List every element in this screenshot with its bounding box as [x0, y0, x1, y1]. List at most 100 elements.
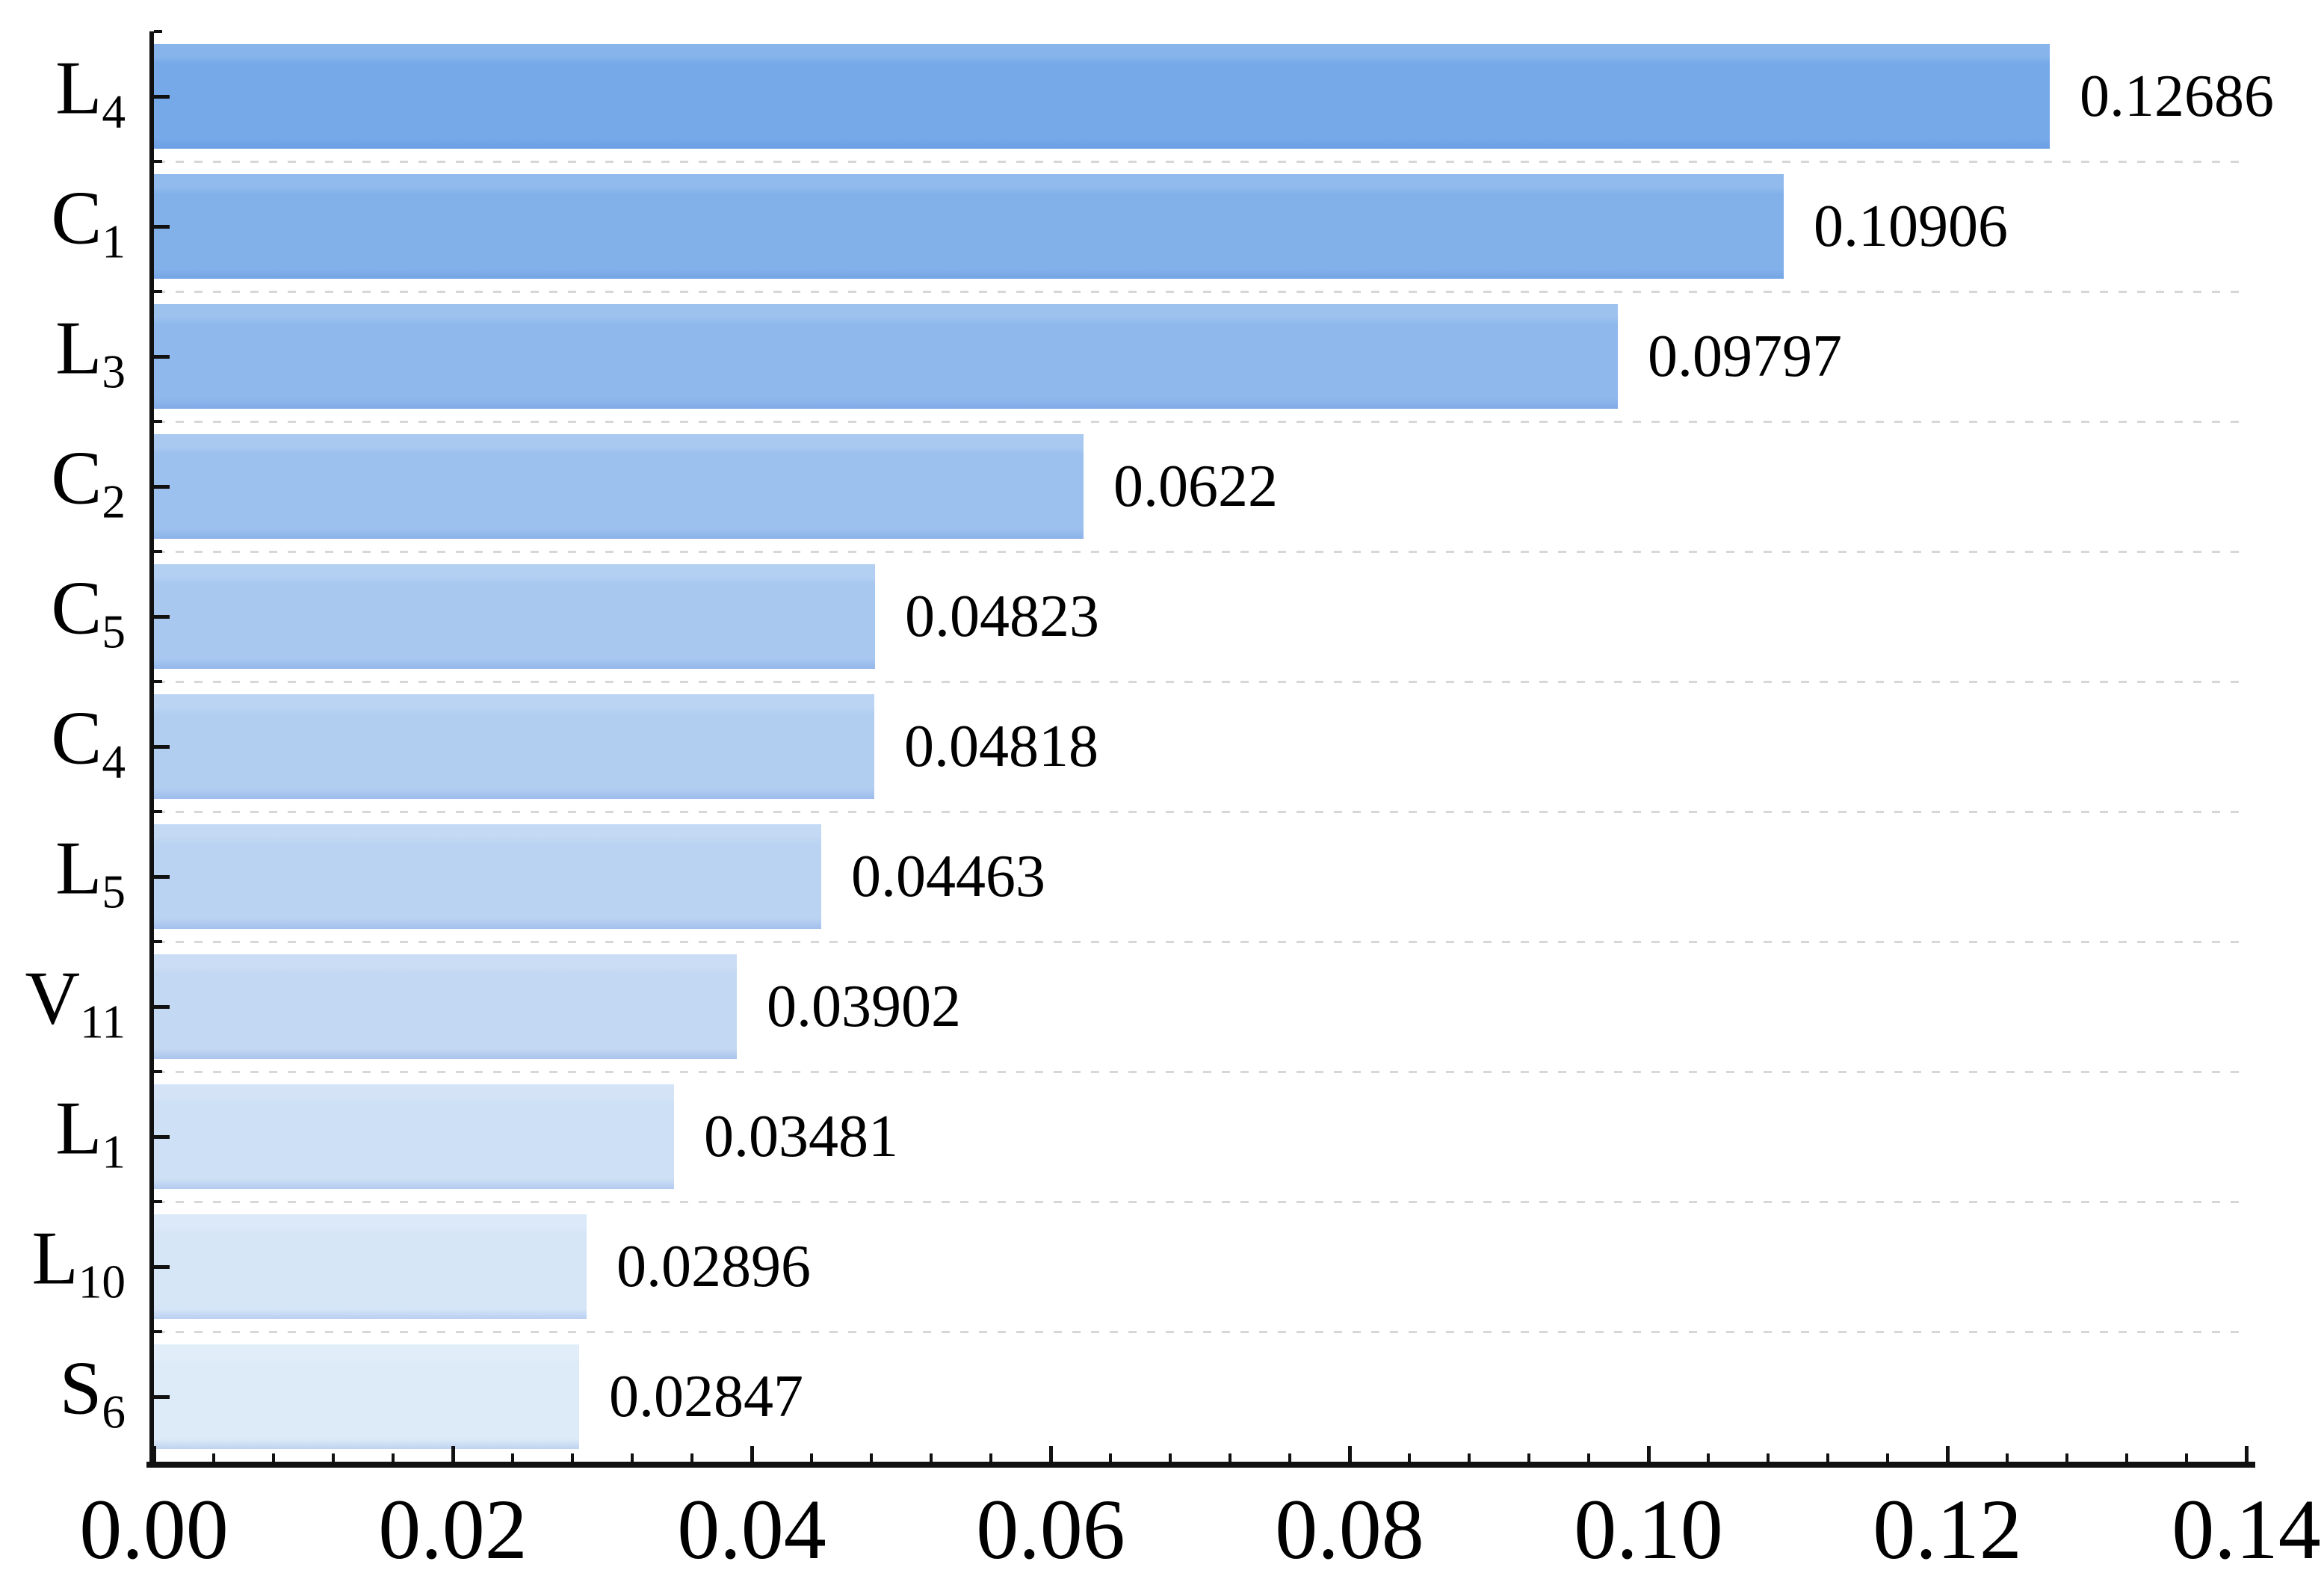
x-minor-tick: [1527, 1453, 1530, 1462]
y-major-tick: [154, 1005, 170, 1009]
bar: [154, 1214, 587, 1319]
category-label-base: L: [55, 826, 102, 911]
y-minor-tick: [154, 810, 162, 813]
category-label: C1: [0, 180, 126, 265]
x-minor-tick: [1169, 1453, 1172, 1462]
y-minor-tick: [154, 160, 162, 163]
x-minor-tick: [392, 1453, 395, 1462]
y-minor-tick: [154, 680, 162, 683]
x-major-tick: [1647, 1446, 1651, 1462]
x-minor-tick: [1886, 1453, 1889, 1462]
x-tick-label: 0.00: [79, 1482, 229, 1577]
y-major-tick: [154, 95, 170, 99]
x-minor-tick: [2125, 1453, 2128, 1462]
x-major-tick: [2245, 1446, 2249, 1462]
x-minor-tick: [212, 1453, 215, 1462]
x-minor-tick: [571, 1453, 574, 1462]
y-major-tick: [154, 745, 170, 749]
gridline: [157, 1201, 2249, 1203]
category-label: L3: [0, 310, 126, 395]
y-major-tick: [154, 355, 170, 359]
x-tick-label: 0.14: [2172, 1482, 2321, 1577]
x-major-tick: [451, 1446, 455, 1462]
x-major-tick: [1348, 1446, 1352, 1462]
x-major-tick: [750, 1446, 754, 1462]
category-label-sub: 4: [102, 85, 126, 138]
x-minor-tick: [332, 1453, 335, 1462]
gridline: [157, 551, 2249, 553]
gridline: [157, 421, 2249, 423]
y-minor-tick: [154, 940, 162, 943]
x-minor-tick: [272, 1453, 275, 1462]
x-minor-tick: [1707, 1453, 1710, 1462]
category-label-sub: 6: [102, 1385, 126, 1439]
x-minor-tick: [810, 1453, 813, 1462]
x-tick-label: 0.08: [1275, 1482, 1424, 1577]
y-major-tick: [154, 875, 170, 879]
gridline: [157, 291, 2249, 293]
y-major-tick: [154, 1395, 170, 1399]
x-tick-label: 0.06: [976, 1482, 1125, 1577]
category-label-base: C: [51, 176, 102, 261]
y-minor-tick: [154, 1330, 162, 1333]
bar: [154, 44, 2050, 149]
gridline: [157, 1331, 2249, 1333]
bar-value-label: 0.03902: [767, 974, 961, 1039]
category-label-base: L: [55, 46, 102, 131]
bar-value-label: 0.12686: [2080, 64, 2274, 129]
bar: [154, 694, 874, 799]
y-minor-tick: [154, 550, 162, 553]
category-label-sub: 1: [102, 215, 126, 268]
x-minor-tick: [1587, 1453, 1590, 1462]
category-label: L1: [0, 1090, 126, 1175]
bar-value-label: 0.02896: [616, 1234, 811, 1300]
x-minor-tick: [511, 1453, 514, 1462]
category-label-base: L: [31, 1216, 78, 1301]
x-minor-tick: [930, 1453, 933, 1462]
category-label: C5: [0, 570, 126, 655]
y-minor-tick: [154, 1070, 162, 1073]
x-major-tick: [1049, 1446, 1053, 1462]
x-major-tick: [1946, 1446, 1950, 1462]
bar: [154, 954, 737, 1059]
x-minor-tick: [690, 1453, 693, 1462]
category-label: L4: [0, 50, 126, 135]
y-major-tick: [154, 1135, 170, 1139]
x-tick-label: 0.02: [378, 1482, 528, 1577]
category-label: S6: [0, 1350, 126, 1436]
x-tick-label: 0.04: [677, 1482, 826, 1577]
category-label: L10: [0, 1220, 126, 1306]
gridline: [157, 811, 2249, 813]
bar: [154, 434, 1084, 539]
gridline: [157, 681, 2249, 683]
category-label-base: C: [51, 696, 102, 781]
bar-value-label: 0.0622: [1113, 454, 1278, 519]
category-label: V11: [0, 960, 126, 1045]
bar: [154, 824, 821, 929]
category-label: C4: [0, 700, 126, 785]
y-major-tick: [154, 615, 170, 619]
x-minor-tick: [870, 1453, 873, 1462]
bar-value-label: 0.10906: [1814, 194, 2008, 259]
x-minor-tick: [1109, 1453, 1112, 1462]
bar-value-label: 0.09797: [1648, 324, 1842, 389]
category-label-base: C: [51, 566, 102, 651]
category-label-sub: 1: [102, 1125, 126, 1178]
bar-value-label: 0.03481: [704, 1104, 898, 1169]
x-minor-tick: [631, 1453, 634, 1462]
x-minor-tick: [1408, 1453, 1411, 1462]
gridline: [157, 1071, 2249, 1073]
category-label-sub: 5: [102, 865, 126, 918]
category-label-sub: 3: [102, 345, 126, 398]
y-major-tick: [154, 1265, 170, 1269]
gridline: [157, 161, 2249, 163]
category-label-sub: 11: [80, 995, 126, 1048]
y-major-tick: [154, 485, 170, 489]
category-label-base: C: [51, 436, 102, 521]
bar-value-label: 0.02847: [609, 1364, 803, 1430]
x-minor-tick: [2065, 1453, 2068, 1462]
y-minor-tick: [154, 290, 162, 293]
category-label-base: S: [59, 1346, 102, 1431]
category-label: L5: [0, 830, 126, 915]
